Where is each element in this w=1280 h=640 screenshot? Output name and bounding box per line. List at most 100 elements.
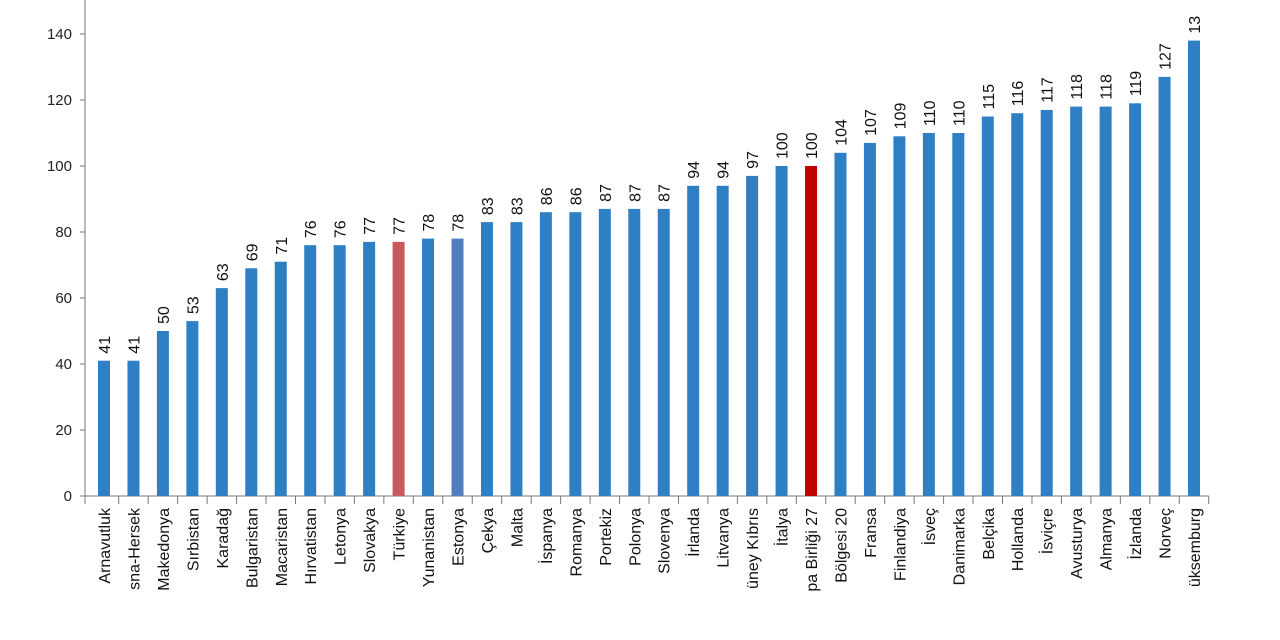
category-label: İrlanda (684, 508, 703, 557)
category-label: Finlandiya (892, 508, 909, 581)
category-label: Danimarka (951, 508, 968, 585)
value-label: 116 (1010, 81, 1027, 107)
bar (805, 166, 818, 496)
value-label: 76 (333, 220, 350, 238)
category-labels: Arnavutluk sna-Hersek Makedonya Sırbistan Ka… (97, 507, 1204, 592)
value-label: 86 (539, 187, 556, 205)
category-label: Litvanya (716, 508, 733, 568)
bar (746, 175, 759, 496)
bar (1129, 103, 1142, 497)
category-label: İspanya (537, 508, 556, 564)
value-label: 50 (156, 306, 173, 324)
category-label: Portekiz (598, 508, 615, 566)
value-label: 115 (981, 84, 998, 110)
x-axis (84, 495, 1210, 504)
value-label: 117 (1040, 77, 1057, 103)
bar (569, 212, 582, 496)
category-label: Bölgesi 20 (833, 508, 850, 583)
category-label: Almanya (1099, 508, 1116, 570)
bar (893, 136, 906, 497)
bar (981, 116, 994, 496)
y-tick-label: 40 (55, 356, 72, 373)
value-label: 77 (392, 217, 409, 235)
value-label: 76 (303, 220, 320, 238)
value-labels: 41 41 50 53 63 69 71 76 76 77 77 78 78 83 83 86 86 87 87 87… (97, 16, 1204, 354)
value-label: 94 (686, 161, 703, 179)
value-label: 118 (1069, 74, 1086, 100)
category-label: Bulgaristan (244, 508, 261, 588)
category-label: İsveç (920, 508, 939, 545)
bars (98, 40, 1200, 497)
category-label: Karadağ (215, 508, 232, 569)
category-label: İzlanda (1126, 508, 1145, 560)
category-label: Fransa (863, 508, 880, 558)
bar (363, 241, 376, 496)
value-label: 127 (1158, 43, 1175, 70)
value-label: 87 (657, 184, 674, 202)
value-label: 110 (951, 100, 968, 126)
bar (1070, 106, 1083, 496)
y-tick-label: 60 (55, 290, 72, 307)
bar (127, 360, 140, 496)
category-label: Slovenya (657, 508, 674, 574)
value-label: 83 (480, 197, 497, 215)
value-label: 78 (451, 214, 468, 232)
y-tick-label: 120 (47, 92, 72, 109)
bar (1040, 109, 1053, 497)
category-label: İsviçre (1038, 508, 1057, 554)
y-tick-label: 100 (47, 158, 72, 175)
bar (156, 331, 169, 496)
value-label: 71 (274, 237, 291, 255)
bar (186, 321, 199, 496)
value-label: 118 (1099, 74, 1116, 100)
value-label: 13 (1187, 16, 1204, 34)
value-label: 41 (97, 336, 114, 354)
y-tick-label: 20 (55, 422, 72, 439)
bar (422, 238, 435, 496)
bar (628, 208, 641, 496)
bar (716, 185, 729, 497)
category-label: Slovakya (362, 508, 379, 573)
bar (863, 142, 876, 496)
value-label: 100 (804, 132, 821, 159)
value-label: 77 (362, 217, 379, 235)
bar (480, 222, 493, 496)
value-label: 69 (244, 243, 261, 261)
bar (304, 245, 317, 496)
category-label: Makedonya (156, 508, 173, 591)
category-label: Norveç (1158, 508, 1175, 559)
y-tick-label: 0 (64, 488, 72, 505)
y-tick-label: 140 (47, 26, 72, 43)
category-label: İtalya (773, 508, 792, 546)
category-label: üney Kıbrıs (745, 508, 762, 589)
category-label: Yunanistan (421, 508, 438, 587)
category-label: Romanya (568, 508, 585, 577)
value-label: 63 (215, 263, 232, 281)
value-label: 100 (775, 132, 792, 159)
bar (687, 185, 700, 497)
value-label: 94 (716, 161, 733, 179)
category-label: Türkiye (392, 508, 409, 561)
value-label: 41 (126, 336, 143, 354)
category-label: pa Birliği 27 (804, 508, 821, 592)
bar (245, 268, 258, 496)
category-label: Macaristan (274, 508, 291, 586)
bar (392, 241, 405, 496)
y-axis: 0 20 40 60 80 100 120 140 (47, 0, 86, 505)
bar (1158, 76, 1171, 497)
bar (834, 152, 847, 497)
bar (98, 360, 110, 496)
bar (274, 261, 287, 496)
category-label: Belçika (981, 508, 998, 560)
value-label: 104 (833, 119, 850, 146)
value-label: 87 (627, 184, 644, 202)
bar (539, 212, 552, 496)
value-label: 83 (509, 197, 526, 215)
category-label: Hollanda (1010, 508, 1027, 571)
category-label: Malta (509, 508, 526, 547)
value-label: 110 (922, 100, 939, 126)
value-label: 109 (892, 103, 909, 130)
category-label: Çekya (480, 508, 497, 553)
category-label: Polonya (627, 508, 644, 566)
